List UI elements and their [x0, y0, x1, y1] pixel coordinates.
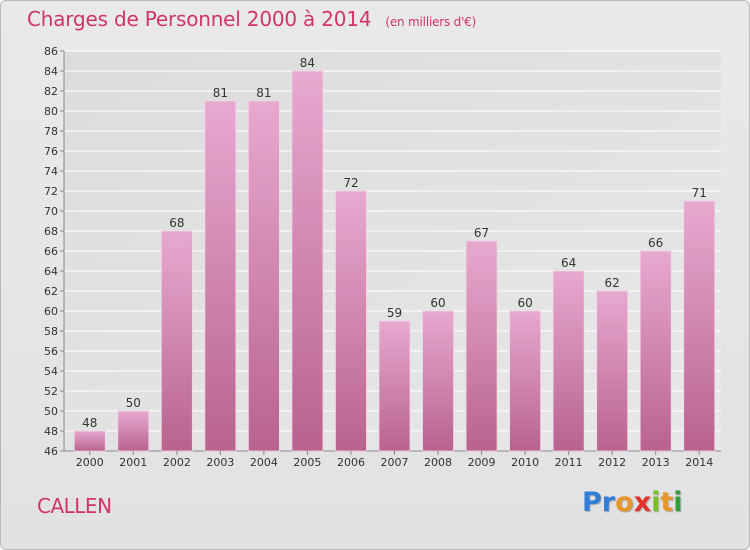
bar [335, 190, 367, 452]
proxiti-logo: Proxiti [582, 487, 683, 518]
y-tick-label: 64 [44, 265, 58, 278]
bar [204, 100, 237, 452]
logo-letter: i [673, 487, 683, 518]
bar-value-label: 50 [126, 396, 141, 410]
y-tick-label: 72 [44, 185, 58, 198]
x-tick-label: 2010 [511, 456, 539, 469]
x-tick-label: 2004 [250, 456, 278, 469]
x-tick-label: 2008 [424, 456, 452, 469]
bar-value-label: 60 [517, 296, 532, 310]
chart-subtitle: (en milliers d'€) [385, 15, 477, 29]
x-tick-label: 2005 [293, 456, 321, 469]
y-tick-label: 80 [44, 105, 58, 118]
logo-letter: o [615, 487, 634, 518]
x-tick-label: 2003 [206, 456, 234, 469]
bar [160, 230, 193, 452]
bar [73, 430, 106, 452]
bar-value-label: 84 [300, 56, 315, 70]
bar-value-label: 62 [605, 276, 620, 290]
bar [378, 320, 411, 452]
chart-title: Charges de Personnel 2000 à 2014 (en mill… [27, 7, 476, 31]
y-tick-label: 70 [44, 205, 58, 218]
bar [247, 100, 280, 452]
x-tick-label: 2002 [163, 456, 191, 469]
x-tick-label: 2011 [555, 456, 583, 469]
bar-value-label: 81 [213, 86, 228, 100]
x-tick-label: 2007 [381, 456, 409, 469]
x-tick-label: 2001 [119, 456, 147, 469]
bar [422, 310, 454, 452]
y-tick-label: 60 [44, 305, 58, 318]
y-tick-label: 78 [44, 125, 58, 138]
y-tick-label: 54 [44, 365, 58, 378]
logo-letter: i [651, 487, 661, 518]
bar-value-label: 67 [474, 226, 489, 240]
bar [509, 310, 542, 452]
bar-value-label: 66 [648, 236, 663, 250]
bar-value-label: 68 [169, 216, 184, 230]
bar [291, 70, 324, 452]
bar-value-label: 64 [561, 256, 576, 270]
y-tick-label: 58 [44, 325, 58, 338]
bar [596, 290, 629, 452]
y-tick-label: 46 [44, 445, 58, 458]
y-tick-label: 48 [44, 425, 58, 438]
y-tick-label: 74 [44, 165, 58, 178]
bar-value-label: 60 [430, 296, 445, 310]
x-tick-label: 2012 [598, 456, 626, 469]
bar [639, 250, 672, 452]
logo-letter: r [601, 487, 616, 518]
x-tick-label: 2009 [468, 456, 496, 469]
y-tick-label: 66 [44, 245, 58, 258]
y-tick-label: 82 [44, 85, 58, 98]
y-tick-label: 86 [44, 45, 58, 58]
y-tick-label: 76 [44, 145, 58, 158]
x-tick-label: 2000 [76, 456, 104, 469]
bar [465, 240, 498, 452]
bar [117, 410, 150, 452]
bar [683, 200, 716, 452]
bar-value-label: 71 [692, 186, 707, 200]
bar-value-label: 72 [343, 176, 358, 190]
bar [552, 270, 585, 452]
bar-value-label: 81 [256, 86, 271, 100]
bar-value-label: 59 [387, 306, 402, 320]
y-tick-label: 62 [44, 285, 58, 298]
y-tick-label: 84 [44, 65, 58, 78]
x-tick-label: 2014 [685, 456, 713, 469]
y-tick-label: 56 [44, 345, 58, 358]
y-tick-label: 52 [44, 385, 58, 398]
logo-letter: t [660, 487, 674, 518]
logo-letter: x [633, 487, 652, 518]
y-tick-label: 50 [44, 405, 58, 418]
y-tick-label: 68 [44, 225, 58, 238]
logo-letter: P [582, 487, 602, 518]
chart-title-text: Charges de Personnel 2000 à 2014 [27, 7, 372, 31]
x-tick-label: 2013 [642, 456, 670, 469]
place-name: CALLEN [37, 494, 112, 518]
bar-value-label: 48 [82, 416, 97, 430]
x-tick-label: 2006 [337, 456, 365, 469]
